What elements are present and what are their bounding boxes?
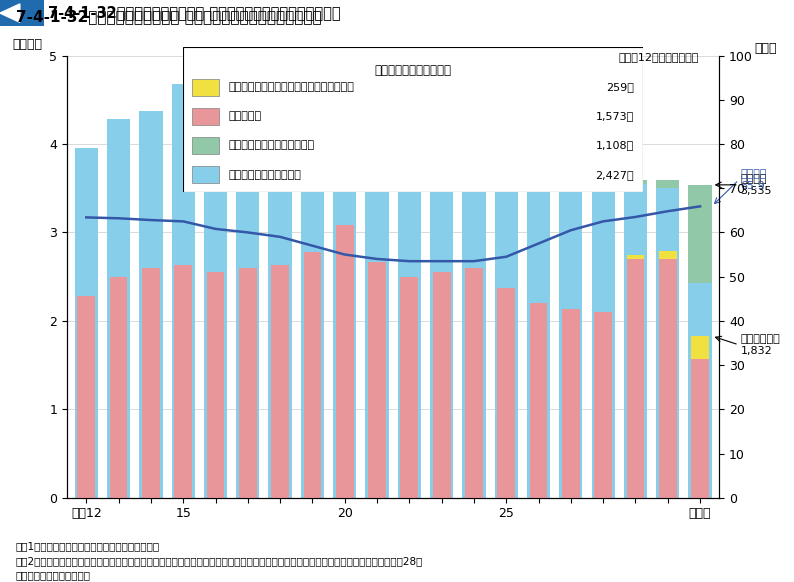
Bar (659, 251, 676, 259)
Bar (656, 180, 680, 188)
Bar (398, 173, 421, 498)
Bar (497, 288, 515, 498)
Text: 259人: 259人 (606, 82, 634, 93)
Bar (192, 108, 219, 125)
Text: 仮釈放者（全部実刑者）: 仮釈放者（全部実刑者） (229, 169, 302, 180)
Bar (656, 188, 680, 498)
Bar (336, 225, 353, 498)
Bar (465, 268, 483, 498)
Bar (368, 262, 386, 498)
Bar (626, 255, 645, 259)
Bar (692, 359, 709, 498)
Bar (333, 175, 357, 498)
Text: 令和元年出所受刑者人員: 令和元年出所受刑者人員 (375, 64, 451, 77)
Bar (192, 166, 219, 183)
Bar (559, 148, 583, 498)
Bar (303, 252, 322, 498)
Y-axis label: （千人）: （千人） (13, 38, 43, 51)
Bar (175, 265, 192, 498)
Text: 仮釈放者（一部執行猶予者）: 仮釈放者（一部執行猶予者） (229, 140, 314, 151)
Bar (495, 135, 518, 498)
Bar (530, 303, 547, 498)
Bar (75, 148, 98, 498)
Text: から計上している。: から計上している。 (16, 570, 91, 580)
Text: 満期釈放者等
1,832: 満期釈放者等 1,832 (741, 334, 781, 356)
Bar (0, 0, 44, 26)
Text: 2　「一部執行猶予者（実刑部分の刑期終了者）」及び「仮釈放者（一部執行猶予者）」は、刑の一部執行猶予制度が開始された平成28年: 2 「一部執行猶予者（実刑部分の刑期終了者）」及び「仮釈放者（一部執行猶予者）」… (16, 556, 423, 566)
Bar (400, 276, 418, 498)
Text: （平成12年～令和元年）: （平成12年～令和元年） (619, 52, 699, 62)
Bar (688, 283, 711, 498)
Bar (110, 276, 128, 498)
Bar (430, 174, 453, 498)
Bar (301, 144, 324, 498)
Bar (192, 79, 219, 96)
Text: 注　1　法務省大臣官房司法法制部の資料による。: 注 1 法務省大臣官房司法法制部の資料による。 (16, 541, 160, 551)
Text: 仮釈放者
3,535: 仮釈放者 3,535 (741, 174, 772, 196)
Bar (192, 137, 219, 154)
Bar (365, 188, 388, 498)
Text: 7-4-1-32図　覚醒剤取締法違反 出所受刑者人員・仮釈放率の推移: 7-4-1-32図 覚醒剤取締法違反 出所受刑者人員・仮釈放率の推移 (48, 6, 341, 20)
FancyBboxPatch shape (183, 47, 643, 192)
Bar (78, 296, 95, 498)
Text: 2,427人: 2,427人 (596, 169, 634, 180)
Bar (433, 272, 450, 498)
Polygon shape (0, 4, 20, 22)
Bar (626, 259, 645, 498)
Bar (562, 310, 580, 498)
Bar (172, 84, 195, 498)
Bar (206, 272, 225, 498)
Bar (239, 268, 256, 498)
Bar (236, 106, 260, 498)
Bar (692, 336, 709, 359)
Text: 満期釈放者: 満期釈放者 (229, 111, 262, 122)
Bar (139, 111, 163, 498)
Bar (624, 180, 647, 184)
Bar (462, 153, 486, 498)
Text: 一部執行猶予者（実刑部分の刑期終了者）: 一部執行猶予者（実刑部分の刑期終了者） (229, 82, 355, 93)
Bar (624, 184, 647, 498)
Bar (527, 153, 550, 498)
Bar (592, 179, 615, 498)
Text: 仮釈放率
65.9: 仮釈放率 65.9 (741, 169, 767, 191)
Bar (272, 265, 289, 498)
Bar (142, 268, 160, 498)
Text: 1,573人: 1,573人 (596, 111, 634, 122)
Bar (688, 185, 711, 283)
Text: 1,108人: 1,108人 (596, 140, 634, 151)
Bar (659, 259, 676, 498)
Y-axis label: （％）: （％） (754, 42, 777, 55)
Bar (268, 95, 291, 498)
Bar (204, 144, 227, 498)
Text: 7-4-1-32図　覚醒剤取締法違反 出所受刑者人員・仮釈放率の推移: 7-4-1-32図 覚醒剤取締法違反 出所受刑者人員・仮釈放率の推移 (16, 9, 322, 24)
Bar (107, 119, 130, 498)
Bar (594, 312, 612, 498)
